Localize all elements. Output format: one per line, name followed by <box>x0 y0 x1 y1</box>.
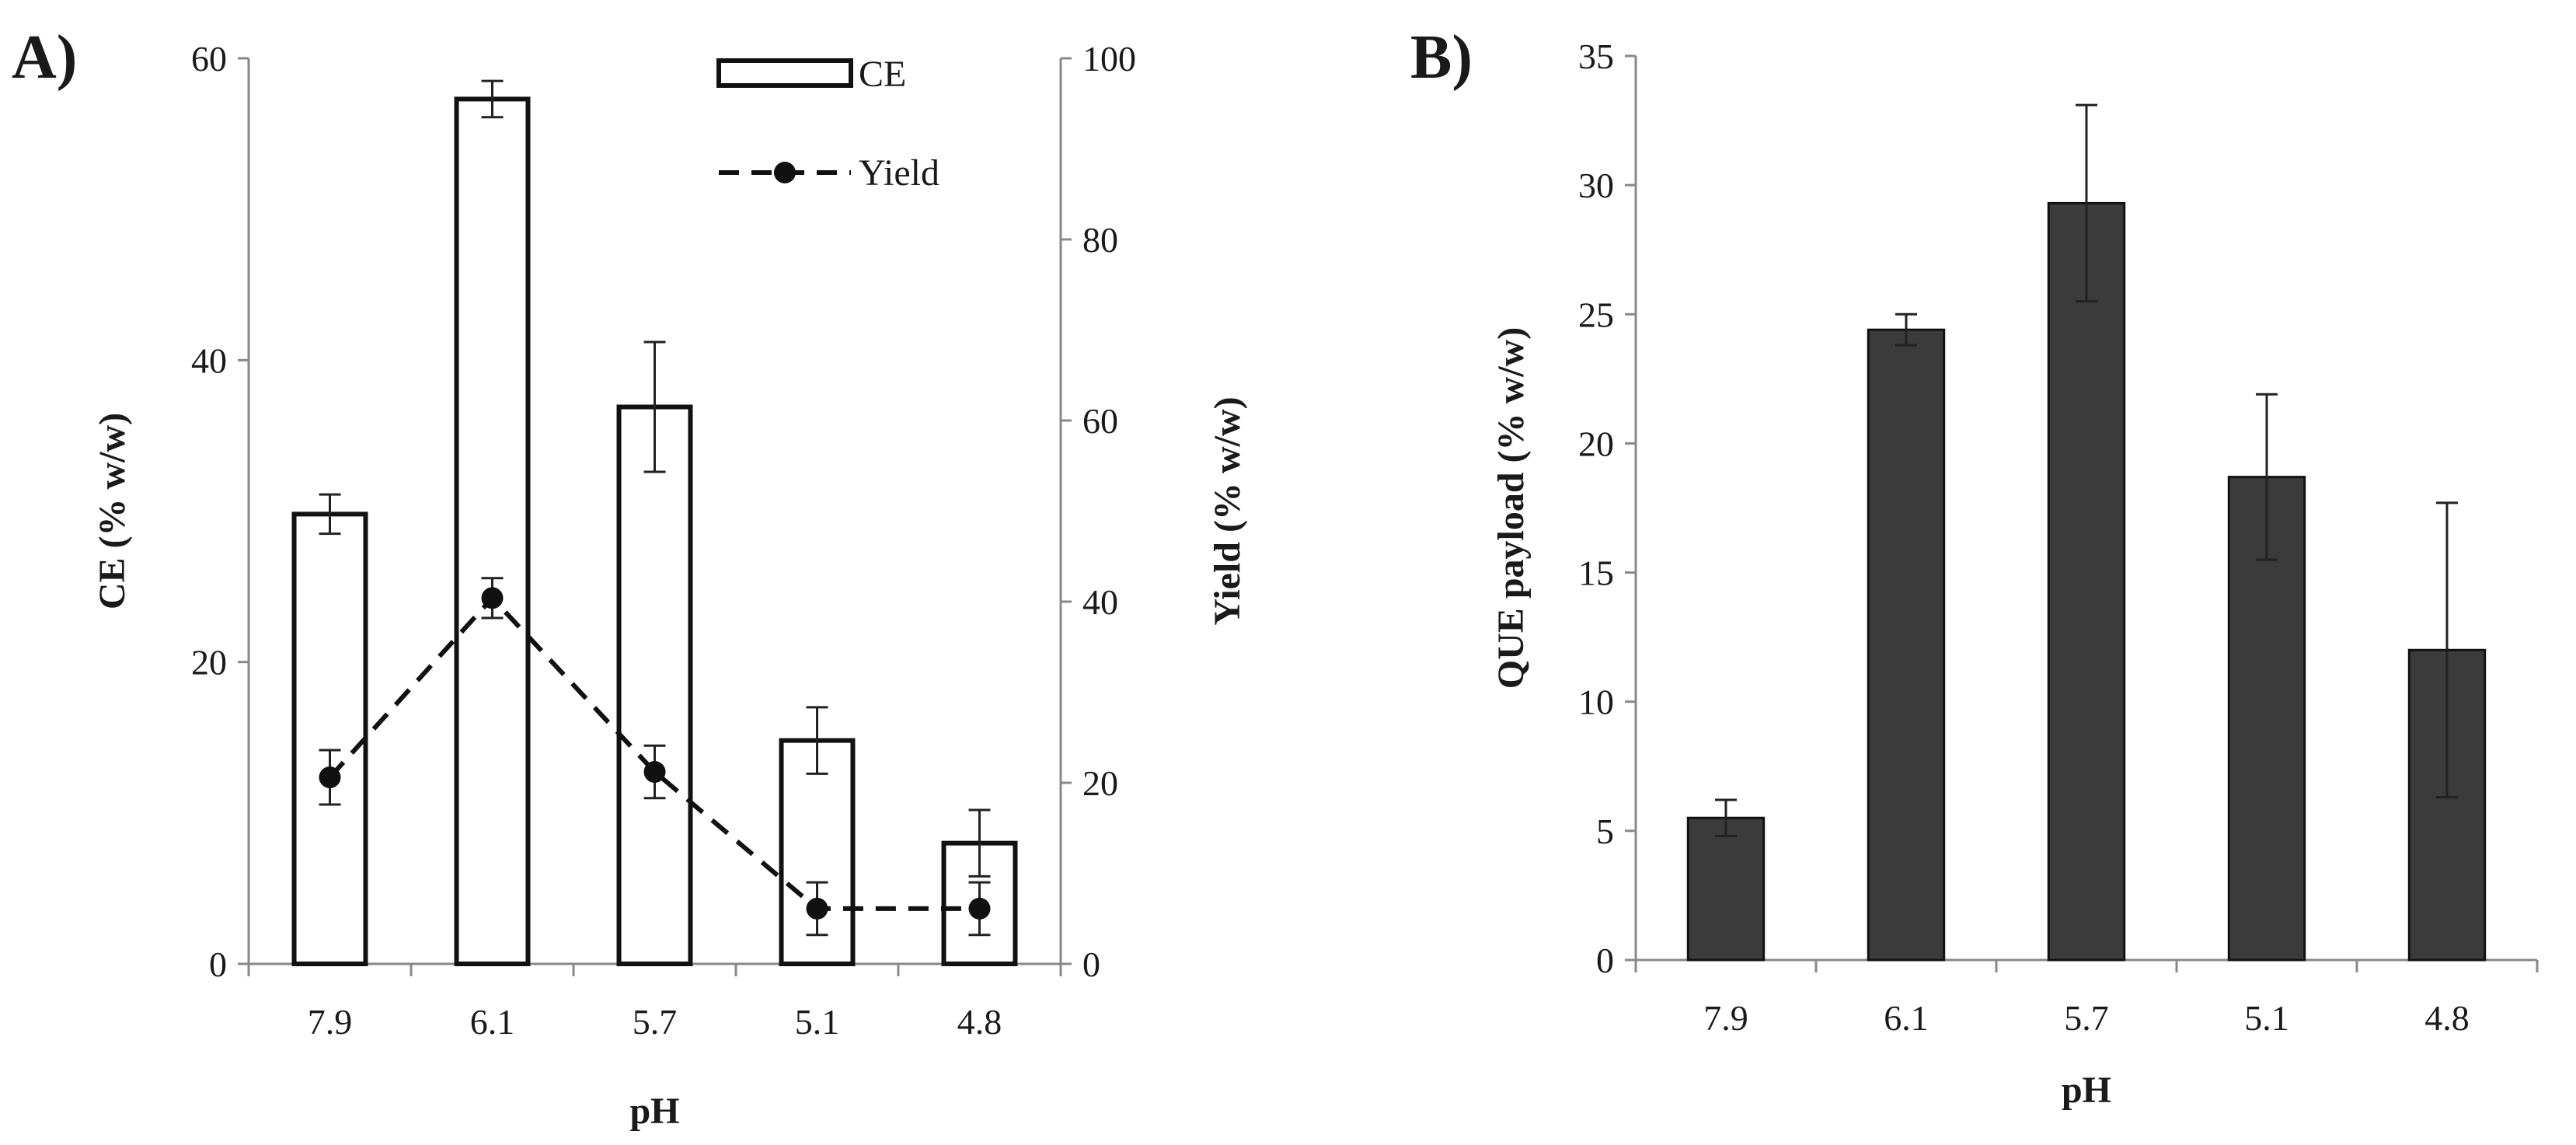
panel-b-y-tick-label: 35 <box>1578 37 1614 76</box>
panel-b-payload-bar-0 <box>1686 816 1766 962</box>
panel-b-y-axis-title: QUE payload (% w/w) <box>1490 327 1532 689</box>
panel-a-y2-tick-label: 40 <box>1082 582 1118 622</box>
panel-a-legend-yield-label: Yield <box>859 152 939 194</box>
panel-a: A) 0 20 40 60 0 20 40 60 80 100 7.9 6.1 5.7 5.1 4.8 pH CE… <box>12 23 1248 1132</box>
panel-a-y2-tick-label: 60 <box>1082 401 1118 441</box>
panel-b-y-tick-label: 30 <box>1578 166 1614 205</box>
panel-a-y2-tick-label: 80 <box>1082 220 1118 260</box>
panel-b-x-tick-label: 6.1 <box>1884 998 1929 1038</box>
panel-b-y-tick-label: 10 <box>1578 682 1614 722</box>
panel-b-x-tick-label: 7.9 <box>1703 998 1748 1038</box>
panel-a-yield-point-0 <box>319 766 341 789</box>
panel-a-y-tick-label: 60 <box>191 39 227 79</box>
panel-a-x-tick-label: 5.1 <box>795 1002 840 1042</box>
panel-b-y-tick-label: 20 <box>1578 424 1614 463</box>
panel-a-x-tick-label: 5.7 <box>633 1002 678 1042</box>
panel-b: B) 0 5 10 15 20 25 30 35 7.9 6.1 5.7 5.1 4.8 pH QUE pay… <box>1410 23 2539 1111</box>
panel-a-ce-bar-0 <box>291 511 368 966</box>
panel-a-x-tick-label: 7.9 <box>308 1002 353 1042</box>
panel-b-x-axis-title: pH <box>2062 1070 2111 1111</box>
panel-a-y-tick-label: 40 <box>191 340 227 380</box>
panel-b-x-tick-label: 5.7 <box>2064 998 2109 1038</box>
panel-b-x-tick-label: 4.8 <box>2424 998 2470 1038</box>
panel-a-legend-yield-marker <box>774 162 796 183</box>
panel-a-x-tick-label: 4.8 <box>957 1002 1002 1042</box>
panel-a-label: A) <box>12 23 77 92</box>
panel-a-y-tick-label: 20 <box>191 643 227 682</box>
panel-a-y-axis-title: CE (% w/w) <box>92 413 133 609</box>
panel-b-x-tick-label: 5.1 <box>2244 998 2289 1038</box>
panel-a-y2-tick-label: 0 <box>1082 944 1100 984</box>
panel-b-y-tick-label: 25 <box>1578 295 1614 334</box>
panel-a-yield-point-4 <box>968 897 991 920</box>
panel-b-y-tick-label: 5 <box>1596 812 1614 851</box>
panel-a-ce-bar-2 <box>616 404 693 966</box>
panel-a-y2-tick-label: 100 <box>1082 39 1136 79</box>
panel-a-yield-point-2 <box>643 761 666 784</box>
panel-b-label: B) <box>1410 23 1473 92</box>
panel-a-y-tick-label: 0 <box>209 944 227 984</box>
panel-a-yield-point-1 <box>481 587 504 609</box>
panel-a-y2-axis-title: Yield (% w/w) <box>1207 396 1248 625</box>
panel-a-legend-ce-swatch <box>716 58 853 88</box>
panel-a-x-axis-title: pH <box>629 1091 679 1132</box>
panel-b-y-tick-label: 15 <box>1578 553 1614 593</box>
panel-b-payload-bar-2 <box>2047 201 2126 962</box>
panel-a-y2-tick-label: 20 <box>1082 763 1118 803</box>
panel-a-yield-point-3 <box>806 897 828 920</box>
panel-a-ce-bar-1 <box>454 96 531 966</box>
panel-b-payload-bar-1 <box>1867 328 1946 962</box>
panel-a-legend-ce-label: CE <box>859 54 906 95</box>
panel-b-y-tick-label: 0 <box>1596 941 1614 980</box>
panel-a-x-tick-label: 6.1 <box>470 1002 515 1042</box>
